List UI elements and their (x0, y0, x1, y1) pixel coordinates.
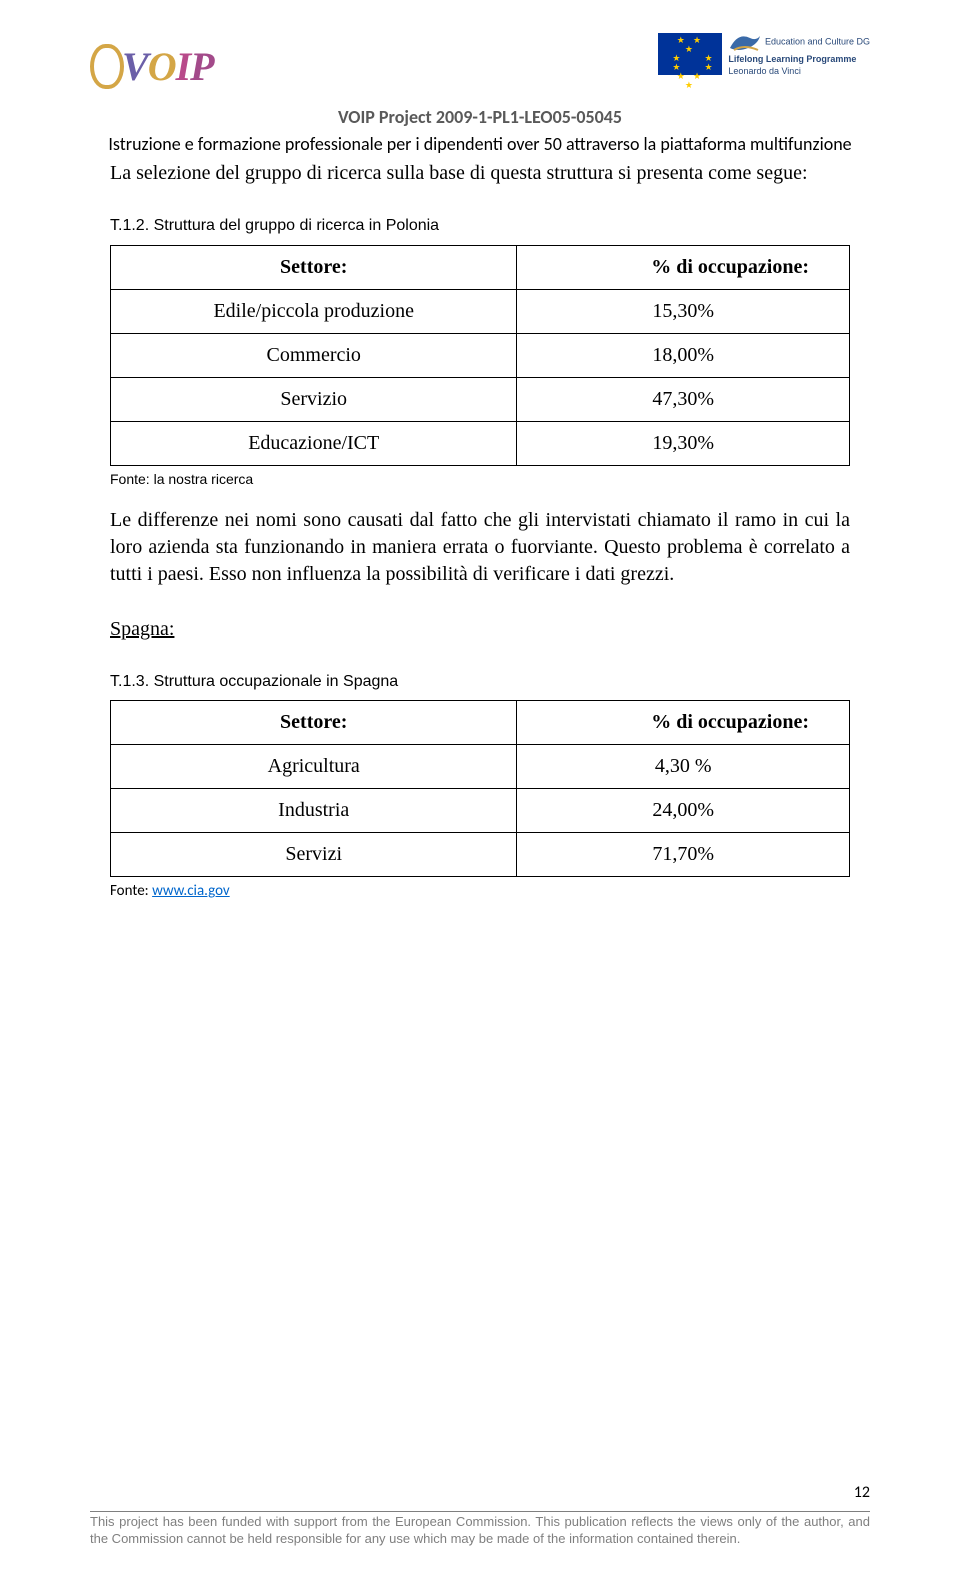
table-row: Agricultura4,30 % (111, 745, 850, 789)
cell-label: Commercio (111, 333, 517, 377)
cell-label: Educazione/ICT (111, 421, 517, 465)
source-link[interactable]: www.cia.gov (152, 882, 230, 900)
logo-oval-icon (90, 44, 124, 89)
table-row: Industria24,00% (111, 789, 850, 833)
source-prefix: Fonte: (110, 882, 152, 900)
table-header-sector: Settore: (111, 701, 517, 745)
table-row: Servizio47,30% (111, 377, 850, 421)
voip-logo: VOIP (90, 30, 245, 102)
cell-label: Industria (111, 789, 517, 833)
table-header-row: Settore: % di occupazione: (111, 245, 850, 289)
bird-icon (728, 30, 762, 54)
document-body: La selezione del gruppo di ricerca sulla… (0, 160, 960, 901)
cell-value: 4,30 % (517, 745, 850, 789)
eu-text-2: Lifelong Learning Programme (728, 54, 856, 64)
table2-source: Fonte: www.cia.gov (110, 881, 850, 901)
cell-label: Servizi (111, 833, 517, 877)
intro-paragraph: La selezione del gruppo di ricerca sulla… (110, 160, 850, 187)
cell-value: 18,00% (517, 333, 850, 377)
cell-label: Edile/piccola produzione (111, 289, 517, 333)
footer-disclaimer: This project has been funded with suppor… (90, 1514, 870, 1548)
page-header: VOIP ★ ★ ★★ ★★ ★★ ★ ★ Education and Cult… (0, 0, 960, 102)
cell-value: 19,30% (517, 421, 850, 465)
cell-value: 15,30% (517, 289, 850, 333)
mid-paragraph: Le differenze nei nomi sono causati dal … (110, 507, 850, 588)
table-row: Educazione/ICT19,30% (111, 421, 850, 465)
table2-caption: T.1.3. Struttura occupazionale in Spagna (110, 671, 850, 693)
eu-text-1: Education and Culture DG (765, 36, 870, 46)
page-footer: This project has been funded with suppor… (0, 1511, 960, 1548)
table-poland: Settore: % di occupazione: Edile/piccola… (110, 245, 850, 466)
table-row: Commercio18,00% (111, 333, 850, 377)
eu-logo-block: ★ ★ ★★ ★★ ★★ ★ ★ Education and Culture D… (658, 30, 870, 77)
table-row: Edile/piccola produzione15,30% (111, 289, 850, 333)
project-code: VOIP Project 2009-1-PL1-LEO05-05045 (0, 106, 960, 128)
table-header-row: Settore: % di occupazione: (111, 701, 850, 745)
cell-label: Agricultura (111, 745, 517, 789)
cell-value: 47,30% (517, 377, 850, 421)
page-number: 12 (854, 1483, 870, 1502)
cell-label: Servizio (111, 377, 517, 421)
document-subtitle: Istruzione e formazione professionale pe… (90, 132, 870, 156)
table-spain: Settore: % di occupazione: Agricultura4,… (110, 700, 850, 877)
logo-text: VOIP (122, 43, 214, 90)
footer-divider (90, 1511, 870, 1512)
eu-flag-icon: ★ ★ ★★ ★★ ★★ ★ ★ (658, 33, 722, 75)
table-header-sector: Settore: (111, 245, 517, 289)
table-row: Servizi71,70% (111, 833, 850, 877)
table-header-value: % di occupazione: (517, 701, 850, 745)
table1-source: Fonte: la nostra ricerca (110, 470, 850, 489)
table-header-value: % di occupazione: (517, 245, 850, 289)
eu-text-3: Leonardo da Vinci (728, 66, 800, 76)
table1-caption: T.1.2. Struttura del gruppo di ricerca i… (110, 215, 850, 237)
cell-value: 24,00% (517, 789, 850, 833)
spain-heading: Spagna: (110, 616, 850, 643)
cell-value: 71,70% (517, 833, 850, 877)
